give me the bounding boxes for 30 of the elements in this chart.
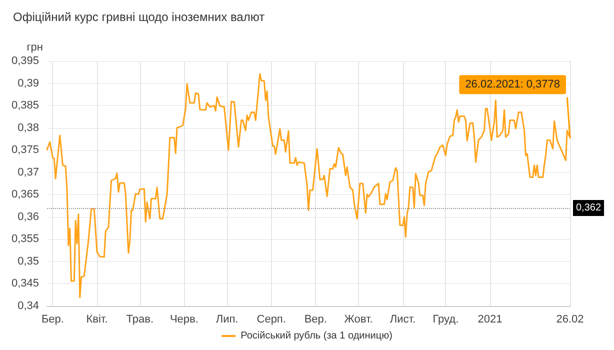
annotation: 26.02.2021: 0,3778 <box>465 78 560 91</box>
y-tick-label: 0,37 <box>18 166 39 178</box>
x-tick-label: 2021 <box>478 314 502 326</box>
x-tick-label: Лип. <box>216 314 238 326</box>
y-tick-label: 0,385 <box>11 100 39 112</box>
x-tick-label: Трав. <box>126 314 154 326</box>
x-tick-label: Квіт. <box>86 314 108 326</box>
x-tick-label: Лист. <box>390 314 416 326</box>
x-tick-label: 26.02 <box>556 314 584 326</box>
y-tick-label: 0,34 <box>18 300 39 312</box>
y-tick-label: 0,355 <box>11 233 39 246</box>
y-tick-label: 0,38 <box>18 122 39 134</box>
y-tick-label: 0,365 <box>11 188 39 201</box>
x-tick-label: Серп. <box>256 314 286 326</box>
y-tick-label: 0,395 <box>11 55 39 67</box>
y-tick-label: 0,39 <box>18 77 39 90</box>
x-tick-label: Вер. <box>304 314 327 326</box>
legend-label: Російський рубль (за 1 одиницю) <box>240 330 392 342</box>
x-tick-label: Бер. <box>41 314 64 326</box>
chart-title: Офіційний курс гривні щодо іноземних валют <box>13 10 266 24</box>
y-tick-label: 0,35 <box>18 255 39 268</box>
y-tick-label: 0,345 <box>11 278 39 290</box>
y-tick-label: 0,375 <box>11 144 39 156</box>
y-tick-label: 0,36 <box>18 210 39 223</box>
ref-line-label: 0,362 <box>576 202 602 214</box>
x-tick-label: Черв. <box>170 314 198 326</box>
x-tick-label: Жовт. <box>344 314 373 326</box>
line-series <box>46 73 571 298</box>
x-tick-label: Груд. <box>432 314 459 326</box>
y-axis-title: грн <box>26 42 43 54</box>
